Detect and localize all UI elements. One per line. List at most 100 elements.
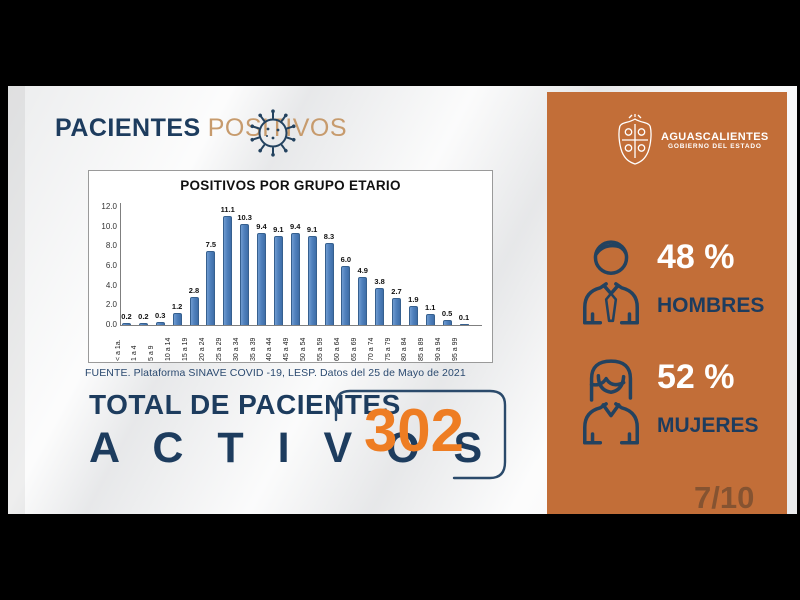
y-tick-label: 8.0 <box>105 241 117 251</box>
slide: PACIENTES POSITIVOS POSI <box>8 86 797 514</box>
bar-value-label: 7.5 <box>205 240 217 250</box>
bar <box>459 324 469 326</box>
bar <box>425 314 435 325</box>
women-percent: 52 % <box>657 358 735 396</box>
bar <box>375 287 385 325</box>
bar-value-label: 2.7 <box>391 287 402 297</box>
bar-value-label: 9.4 <box>256 221 267 231</box>
bar-value-label: 11.1 <box>220 204 235 214</box>
woman-icon <box>583 359 639 445</box>
bar <box>341 266 351 325</box>
man-icon <box>583 240 639 325</box>
bar-value-label: 1.2 <box>171 302 183 312</box>
x-tick-label: 50 a 54 <box>300 337 308 361</box>
bar-value-label: 0.5 <box>441 309 453 319</box>
bar-value-label: 1.9 <box>408 295 419 305</box>
x-tick-label: 55 a 59 <box>317 337 324 361</box>
y-tick-label: 0.0 <box>105 320 117 329</box>
x-tick-label: 25 a 29 <box>215 337 223 361</box>
bar <box>138 323 148 325</box>
y-tick-label: 4.0 <box>105 280 117 290</box>
bar-value-label: 9.4 <box>290 221 301 231</box>
x-tick-label: 80 a 84 <box>401 337 409 361</box>
logo-title: AGUASCALIENTES <box>661 130 769 143</box>
y-tick-label: 10.0 <box>101 221 117 231</box>
bar-value-label: 10.3 <box>237 212 252 222</box>
y-axis-line <box>120 203 121 326</box>
bar-value-label: 6.0 <box>340 255 352 264</box>
bar <box>223 215 233 325</box>
bar <box>240 223 250 325</box>
bar-value-label: 0.2 <box>121 312 132 322</box>
x-tick-label: 15 a 19 <box>182 337 189 361</box>
bar <box>290 232 300 325</box>
virus-icon <box>250 109 296 157</box>
y-tick-label: 2.0 <box>105 300 117 310</box>
badge-bracket <box>334 389 507 480</box>
x-tick-label: 65 a 69 <box>350 337 358 361</box>
bar-value-label: 1.1 <box>425 303 436 313</box>
page-title: PACIENTES POSITIVOS <box>55 114 347 154</box>
bar <box>172 313 182 325</box>
coat-of-arms-icon <box>618 114 652 165</box>
bar-value-label: 3.8 <box>374 276 385 286</box>
chart-title: POSITIVOS POR GRUPO ETARIO <box>180 178 401 193</box>
x-tick-label: 95 a 99 <box>452 337 459 361</box>
bar-value-label: 0.3 <box>155 311 166 321</box>
total-patients-label: TOTAL DE PACIENTES <box>89 389 401 420</box>
x-tick-label: < a 1a. <box>114 339 122 361</box>
men-percent: 48 % <box>657 238 735 276</box>
bar <box>392 298 401 325</box>
x-tick-label: 60 a 64 <box>333 337 341 361</box>
x-tick-label: 75 a 79 <box>384 337 392 361</box>
bar-value-label: 0.1 <box>458 313 470 323</box>
age-group-chart: POSITIVOS POR GRUPO ETARIO 0.0 2.0 4.0 6.0 8… <box>88 170 493 363</box>
x-tick-label: 10 a 14 <box>165 337 173 361</box>
bar <box>206 251 216 325</box>
page-indicator: 7/10 <box>694 480 755 514</box>
total-value: 302 <box>363 397 465 464</box>
x-tick-label: 40 a 44 <box>266 337 274 361</box>
x-tick-label: 20 a 24 <box>198 337 206 361</box>
bar-value-label: 2.8 <box>188 286 200 296</box>
y-tick-label: 6.0 <box>105 261 117 270</box>
bar <box>189 297 199 325</box>
bar <box>358 276 368 325</box>
bar <box>257 232 266 325</box>
x-axis-line <box>120 325 482 326</box>
x-tick-label: 30 a 34 <box>232 337 240 361</box>
y-tick-label: 12.0 <box>101 202 117 211</box>
orange-side-panel: AGUASCALIENTES GOBIERNO DEL ESTADO 48 % … <box>547 92 787 514</box>
page-title-primary: PACIENTES <box>55 114 201 142</box>
bar <box>408 306 418 325</box>
x-tick-label: 70 a 74 <box>367 337 375 361</box>
bar <box>155 322 165 325</box>
x-tick-label: 1 a 4 <box>131 345 139 361</box>
bar-value-label: 4.9 <box>357 265 368 275</box>
bar <box>307 235 317 325</box>
x-tick-label: 35 a 39 <box>249 337 257 361</box>
logo-subtitle: GOBIERNO DEL ESTADO <box>667 142 762 150</box>
x-tick-label: 5 a 9 <box>148 345 156 361</box>
x-tick-label: 85 a 89 <box>418 337 426 361</box>
bar <box>324 243 334 325</box>
page-title-secondary: POSITIVOS <box>207 114 347 142</box>
chart-source: FUENTE. Plataforma SINAVE COVID -19, LES… <box>85 367 466 379</box>
bar <box>442 320 452 325</box>
bar-value-label: 9.1 <box>273 224 284 234</box>
bar-chart-plot: 0.0 2.0 4.0 6.0 8.0 10.0 12.0 0.2 < a 1a. 0.2 1 a … <box>89 171 492 362</box>
total-activos-label: A C T I V O S <box>89 424 494 472</box>
women-label: MUJERES <box>657 414 759 437</box>
x-tick-label: 45 a 49 <box>283 337 291 361</box>
bar <box>122 323 131 325</box>
bar-value-label: 0.2 <box>138 312 149 322</box>
men-label: HOMBRES <box>657 294 765 317</box>
total-value-badge: 302 <box>333 388 509 482</box>
bar-value-label: 8.3 <box>323 232 335 242</box>
bar <box>273 235 283 325</box>
x-tick-label: 90 a 94 <box>435 337 443 361</box>
left-shade <box>8 86 25 514</box>
government-logo: AGUASCALIENTES GOBIERNO DEL ESTADO <box>615 114 769 166</box>
bar-value-label: 9.1 <box>306 224 318 234</box>
